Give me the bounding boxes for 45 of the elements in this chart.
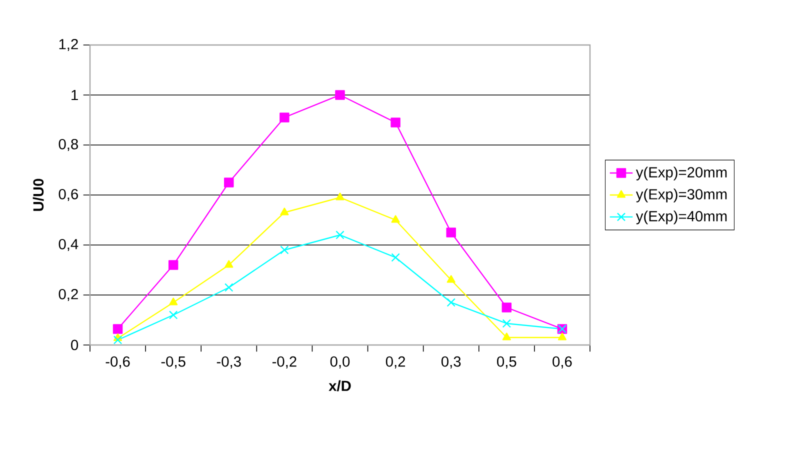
x-tick-label: 0,0 bbox=[330, 356, 350, 368]
point bbox=[336, 230, 344, 240]
x-tick-label: -0,3 bbox=[216, 356, 241, 368]
x-tick-label: -0,6 bbox=[106, 356, 130, 368]
x-tick-label: 0,2 bbox=[386, 356, 406, 368]
point bbox=[335, 90, 345, 100]
point bbox=[502, 319, 512, 328]
point bbox=[502, 332, 511, 340]
legend-label: y(Exp)=40mm bbox=[636, 210, 727, 224]
point bbox=[280, 208, 289, 216]
point bbox=[224, 178, 234, 188]
point bbox=[224, 260, 234, 268]
x-tick-label: -0,2 bbox=[272, 356, 296, 368]
y-tick-label: 0,8 bbox=[58, 138, 78, 152]
point bbox=[113, 336, 122, 344]
x-tick-label: 0,3 bbox=[441, 356, 461, 368]
y-axis-title: U/U0 bbox=[32, 178, 44, 211]
point bbox=[336, 192, 344, 200]
x-axis-title: x/D bbox=[328, 380, 351, 392]
point bbox=[168, 260, 178, 270]
point bbox=[391, 253, 400, 262]
point bbox=[169, 298, 178, 306]
y-tick-label: 1 bbox=[72, 90, 78, 100]
y-tick-label: 0 bbox=[71, 340, 78, 350]
legend-label: y(Exp)=20mm bbox=[636, 166, 727, 180]
x-tick-label: 0,6 bbox=[552, 356, 572, 368]
point bbox=[112, 324, 123, 334]
y-tick-label: 1,2 bbox=[59, 38, 78, 52]
legend-label: y(Exp)=30mm bbox=[636, 188, 727, 202]
y-tick-label: 0,2 bbox=[58, 288, 78, 302]
point bbox=[446, 228, 456, 238]
point bbox=[280, 112, 290, 122]
x-tick-label: 0,5 bbox=[497, 356, 516, 368]
point bbox=[446, 275, 456, 283]
point bbox=[446, 298, 456, 307]
point bbox=[168, 310, 178, 320]
point bbox=[390, 118, 400, 128]
point bbox=[224, 283, 234, 292]
point bbox=[391, 215, 400, 223]
y-tick-label: 0,4 bbox=[58, 238, 78, 252]
point bbox=[502, 302, 512, 312]
point bbox=[558, 332, 567, 340]
x-tick-label: -0,5 bbox=[161, 356, 186, 368]
y-tick-label: 0,6 bbox=[58, 188, 78, 202]
point bbox=[280, 246, 289, 254]
